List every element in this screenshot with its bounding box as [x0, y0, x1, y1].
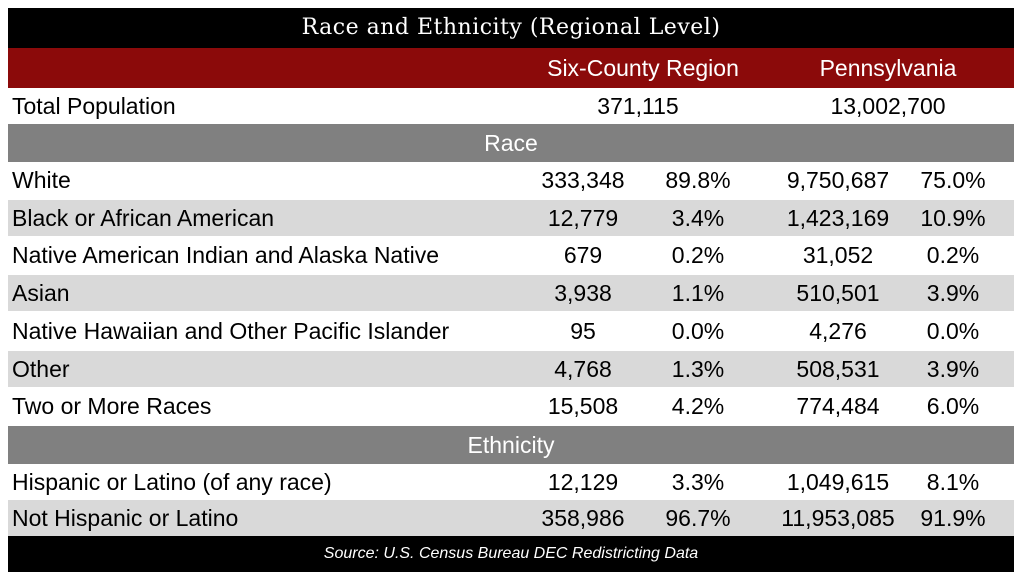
- region-percent: 1.1%: [671, 280, 725, 307]
- state-percent: 0.2%: [926, 242, 980, 269]
- row-label: Native Hawaiian and Other Pacific Island…: [12, 317, 450, 344]
- row-label: Asian: [12, 280, 70, 307]
- region-percent: 89.8%: [665, 167, 731, 193]
- table-row: Two or More Races 15,508 4.2% 774,484 6.0%: [8, 388, 1014, 425]
- state-count: 31,052: [802, 242, 874, 269]
- row-label: Black or African American: [12, 204, 275, 231]
- table-row: Not Hispanic or Latino 358,986 96.7% 11,953…: [8, 500, 1014, 536]
- row-label: Native American Indian and Alaska Native: [12, 242, 440, 269]
- column-header-row: Six-County Region Pennsylvania: [8, 48, 1014, 88]
- table-title: Race and Ethnicity (Regional Level): [8, 8, 1014, 48]
- region-count: 679: [563, 242, 603, 269]
- region-count: 333,348: [541, 167, 625, 193]
- state-count: 510,501: [796, 280, 880, 307]
- state-percent: 3.9%: [926, 280, 980, 307]
- state-percent: 91.9%: [920, 505, 986, 531]
- section-header-ethnicity: Ethnicity: [8, 426, 1014, 464]
- state-count: 4,276: [809, 317, 867, 344]
- region-percent: 0.0%: [671, 317, 725, 344]
- region-total: 371,115: [597, 93, 679, 119]
- table-row: Other 4,768 1.3% 508,531 3.9%: [8, 350, 1014, 387]
- region-count: 15,508: [547, 393, 619, 420]
- row-label: Two or More Races: [12, 393, 212, 420]
- table-row: Native Hawaiian and Other Pacific Island…: [8, 312, 1014, 349]
- state-percent: 6.0%: [926, 393, 980, 420]
- state-count: 11,953,085: [781, 505, 895, 531]
- race-ethnicity-table: Race and Ethnicity (Regional Level) Six-…: [8, 8, 1014, 572]
- region-count: 4,768: [554, 355, 612, 382]
- table-row: Native American Indian and Alaska Native…: [8, 237, 1014, 274]
- state-count: 1,423,169: [786, 204, 890, 231]
- table-row: White 333,348 89.8% 9,750,687 75.0%: [8, 162, 1014, 198]
- state-percent: 3.9%: [926, 355, 980, 382]
- region-percent: 3.4%: [671, 204, 725, 231]
- region-count: 95: [570, 317, 596, 344]
- state-count: 1,049,615: [786, 469, 890, 495]
- table-row: Hispanic or Latino (of any race) 12,129 3.…: [8, 464, 1014, 500]
- state-percent: 8.1%: [926, 469, 980, 495]
- row-label: Other: [12, 355, 70, 382]
- state-percent: 10.9%: [920, 204, 986, 231]
- region-percent: 1.3%: [671, 355, 725, 382]
- total-population-row: Total Population 371,115 13,002,700: [8, 88, 1014, 124]
- source-note: Source: U.S. Census Bureau DEC Redistric…: [8, 536, 1014, 572]
- region-count: 358,986: [541, 505, 625, 531]
- row-label: Total Population: [12, 93, 176, 119]
- state-percent: 75.0%: [920, 167, 986, 193]
- region-percent: 3.3%: [671, 469, 725, 495]
- region-count: 12,129: [547, 469, 619, 495]
- row-label: Hispanic or Latino (of any race): [12, 469, 332, 495]
- table-row: Black or African American 12,779 3.4% 1,423…: [8, 199, 1014, 236]
- region-count: 3,938: [554, 280, 612, 307]
- row-label: White: [12, 167, 71, 193]
- table-row: Asian 3,938 1.1% 510,501 3.9%: [8, 275, 1014, 312]
- column-header-state: Pennsylvania: [819, 55, 957, 81]
- section-header-race: Race: [8, 124, 1014, 162]
- column-header-region: Six-County Region: [547, 55, 739, 81]
- state-total: 13,002,700: [830, 93, 946, 119]
- region-percent: 96.7%: [665, 505, 731, 531]
- state-count: 9,750,687: [786, 167, 890, 193]
- region-percent: 0.2%: [671, 242, 725, 269]
- row-label: Not Hispanic or Latino: [12, 505, 239, 531]
- state-count: 508,531: [796, 355, 880, 382]
- region-percent: 4.2%: [671, 393, 725, 420]
- state-count: 774,484: [796, 393, 880, 420]
- state-percent: 0.0%: [926, 317, 980, 344]
- region-count: 12,779: [547, 204, 619, 231]
